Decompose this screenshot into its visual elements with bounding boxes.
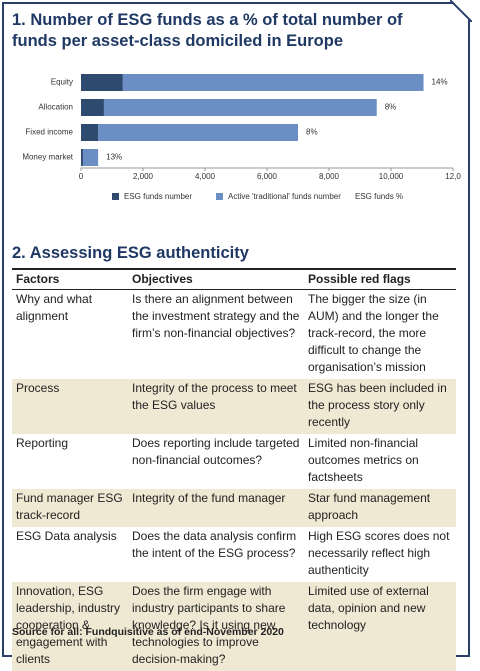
percent-label: 8% (385, 103, 397, 112)
percent-label: 13% (106, 153, 122, 162)
bar (82, 149, 99, 166)
header-cell: Objectives (128, 268, 304, 290)
bar (122, 74, 424, 91)
source-note: Source for all: Fundquisitive as of end-… (12, 626, 284, 638)
bar (103, 99, 377, 116)
table-row: Reporting Does reporting include targeted… (12, 434, 456, 489)
x-tick-label: 2,000 (133, 172, 154, 181)
table-cell: Innovation, ESG leadership, industry coo… (12, 582, 128, 671)
section-title: 2. Assessing ESG authenticity (12, 244, 249, 262)
y-tick-label: Money market (22, 153, 73, 162)
y-tick-label: Allocation (38, 103, 73, 112)
x-tick-label: 12,0 (445, 172, 461, 181)
table-row: Innovation, ESG leadership, industry coo… (12, 582, 456, 671)
table-cell: High ESG scores does not necessarily ref… (308, 529, 450, 577)
table-cell: Limited non-financial outcomes metrics o… (308, 436, 419, 484)
table-cell: Fund manager ESG track-record (12, 489, 128, 527)
table-row: Fund manager ESG track-record Integrity o… (12, 489, 456, 527)
bar (81, 74, 123, 91)
bar (81, 149, 83, 166)
table: Factors Objectives Possible red flags Why … (12, 268, 456, 671)
table-cell: Does reporting include targeted non-fina… (132, 436, 300, 467)
table-cell: The bigger the size (in AUM) and the lon… (308, 292, 439, 374)
x-tick-label: 0 (79, 172, 84, 181)
table-cell: Does the firm engage with industry parti… (128, 582, 304, 671)
x-tick-label: 10,000 (379, 172, 404, 181)
table-row: ESG Data analysis Does the data analysis … (12, 527, 456, 582)
header-cell: Factors (12, 268, 128, 290)
chart: 0 2,000 4,000 6,000 8,000 10,000 12,0 Equity 14%… (22, 74, 461, 201)
header-row: Factors Objectives Possible red flags (12, 268, 456, 290)
table-cell: Reporting (16, 436, 69, 450)
legend-swatch (216, 193, 223, 200)
table-cell: Why and what alignment (16, 292, 93, 323)
legend-swatch (112, 193, 119, 200)
legend-label: Active 'traditional' funds number (228, 192, 341, 201)
percent-label: 14% (432, 78, 448, 87)
percent-label: 8% (306, 128, 318, 137)
table-cell: Integrity of the process to meet the ESG… (128, 379, 304, 434)
header-cell: Possible red flags (304, 268, 456, 290)
legend-label: ESG funds % (355, 192, 403, 201)
chart-title: 1. Number of ESG funds as a % of total n… (12, 11, 403, 50)
bar (81, 99, 104, 116)
table-cell: ESG has been included in the process sto… (304, 379, 456, 434)
x-tick-label: 6,000 (257, 172, 278, 181)
table-row: Process Integrity of the process to meet … (12, 379, 456, 434)
table-cell: ESG Data analysis (16, 529, 117, 543)
table-cell: Process (12, 379, 128, 434)
corner-fold (450, 0, 472, 22)
legend-label: ESG funds number (124, 192, 192, 201)
bar (81, 124, 99, 141)
y-tick-label: Fixed income (25, 128, 73, 137)
x-tick-label: 4,000 (195, 172, 216, 181)
y-tick-label: Equity (51, 78, 73, 87)
table-row: Why and what alignment Is there an alignm… (12, 290, 456, 380)
table-cell: Star fund management approach (304, 489, 456, 527)
table-cell: Limited use of external data, opinion an… (304, 582, 456, 671)
x-tick-label: 8,000 (319, 172, 340, 181)
bar (98, 124, 298, 141)
table-cell: Is there an alignment between the invest… (132, 292, 300, 340)
table-cell: Does the data analysis confirm the inten… (132, 529, 297, 560)
table-cell: Integrity of the fund manager (128, 489, 304, 527)
